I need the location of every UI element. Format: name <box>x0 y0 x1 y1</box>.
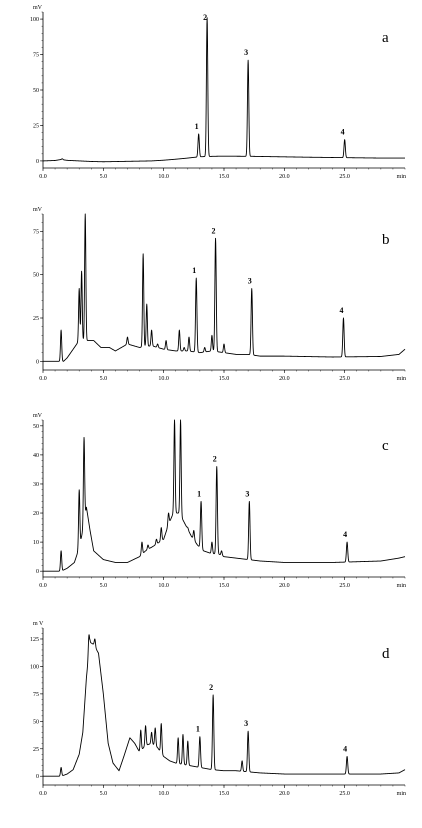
x-tick-label: 15.0 <box>219 376 230 382</box>
x-tick-label: 20.0 <box>279 583 290 589</box>
x-tick-label: 0.0 <box>39 174 47 180</box>
peak-label: 4 <box>339 306 343 315</box>
y-tick-label: 0 <box>36 159 39 165</box>
chromatogram-panel-a: 0 25 50 75 100 0.0 5.0 10.0 15.0 20.0 25.0 mV min a 1 2… <box>30 5 406 180</box>
x-tick-label: 25.0 <box>339 583 350 589</box>
y-tick-label: 0 <box>36 359 39 365</box>
panel-letter: d <box>382 646 390 662</box>
y-tick-label: 0 <box>36 774 39 780</box>
peak-label: 3 <box>245 489 249 498</box>
x-tick-label: 15.0 <box>219 583 230 589</box>
y-tick-label: 10 <box>33 540 39 546</box>
y-tick-label: 125 <box>30 637 39 643</box>
y-tick-label: 50 <box>33 424 39 430</box>
chromatogram-trace <box>42 17 406 163</box>
x-tick-label: 20.0 <box>279 174 290 180</box>
x-tick-label: 20.0 <box>279 376 290 382</box>
peak-label: 2 <box>212 226 216 235</box>
x-tick-label: 15.0 <box>219 174 230 180</box>
peak-label: 3 <box>244 719 248 728</box>
y-tick-label: 25 <box>33 747 39 753</box>
x-tick-label: 15.0 <box>219 791 230 797</box>
x-tick-label: 0.0 <box>39 376 47 382</box>
peak-label: 4 <box>341 128 345 137</box>
chromatogram-panel-c: 0 10 20 30 40 50 0.0 5.0 10.0 15.0 20.0 25.0 mV min c 1… <box>33 413 406 589</box>
peak-label: 1 <box>197 489 201 498</box>
y-tick-label: 30 <box>33 482 39 488</box>
x-tick-label: 25.0 <box>339 376 350 382</box>
y-tick-label: 50 <box>33 273 39 279</box>
x-axis-unit: min <box>397 174 406 180</box>
x-tick-label: 10.0 <box>158 791 169 797</box>
x-tick-label: 5.0 <box>100 583 108 589</box>
x-tick-label: 0.0 <box>39 583 47 589</box>
x-tick-label: 10.0 <box>158 376 169 382</box>
y-axis-unit: m V <box>33 621 44 627</box>
y-tick-label: 75 <box>33 692 39 698</box>
x-axis-unit: min <box>397 583 406 589</box>
peak-label: 1 <box>196 725 200 734</box>
x-tick-label: 5.0 <box>100 174 108 180</box>
peak-label: 1 <box>195 122 199 131</box>
x-tick-label: 0.0 <box>39 791 47 797</box>
x-tick-label: 5.0 <box>100 791 108 797</box>
peak-label: 2 <box>213 455 217 464</box>
x-axis-unit: min <box>397 376 406 382</box>
x-axis-unit: min <box>397 791 406 797</box>
panel-letter: c <box>382 438 389 454</box>
y-axis-unit: mV <box>33 413 43 419</box>
y-tick-label: 25 <box>33 316 39 322</box>
y-tick-label: 25 <box>33 123 39 129</box>
peak-label: 4 <box>343 530 347 539</box>
x-tick-label: 5.0 <box>100 376 108 382</box>
y-tick-label: 100 <box>30 17 39 23</box>
y-tick-label: 75 <box>33 229 39 235</box>
panel-letter: b <box>382 232 390 248</box>
chromatogram-panel-d: 0 25 50 75 100 125 0.0 5.0 10.0 15.0 20.0 25.0 m V mi… <box>30 621 406 797</box>
chromatogram-panel-b: 0 25 50 75 0.0 5.0 10.0 15.0 20.0 25.0 mV min b 1 2 3 4 <box>33 207 406 382</box>
chromatogram-trace <box>42 213 406 362</box>
y-tick-label: 0 <box>36 569 39 575</box>
y-axis-unit: mV <box>33 5 43 11</box>
peak-label: 4 <box>343 744 347 753</box>
panel-letter: a <box>382 30 389 46</box>
x-tick-label: 25.0 <box>339 791 350 797</box>
y-axis-unit: mV <box>33 207 43 213</box>
y-tick-label: 20 <box>33 511 39 517</box>
y-tick-label: 50 <box>33 719 39 725</box>
x-tick-label: 10.0 <box>158 583 169 589</box>
y-tick-label: 100 <box>30 664 39 670</box>
y-tick-label: 75 <box>33 53 39 59</box>
y-tick-label: 50 <box>33 88 39 94</box>
peak-label: 2 <box>209 683 213 692</box>
x-tick-label: 25.0 <box>339 174 350 180</box>
peak-label: 1 <box>192 266 196 275</box>
x-tick-label: 20.0 <box>279 791 290 797</box>
chromatogram-trace <box>42 634 406 777</box>
peak-label: 3 <box>248 277 252 286</box>
chromatogram-trace <box>42 419 406 572</box>
peak-label: 2 <box>203 13 207 22</box>
y-tick-label: 40 <box>33 453 39 459</box>
peak-label: 3 <box>244 48 248 57</box>
x-tick-label: 10.0 <box>158 174 169 180</box>
